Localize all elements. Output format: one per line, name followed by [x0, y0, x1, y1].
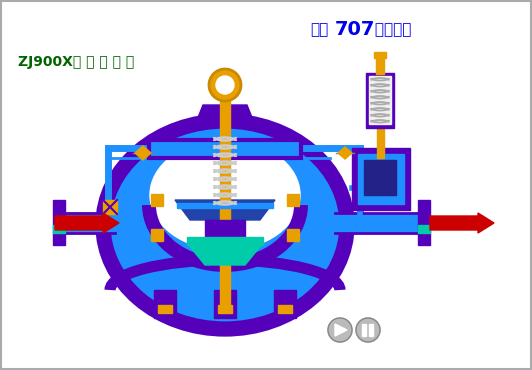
- Bar: [358, 154, 404, 204]
- Bar: [220, 90, 230, 310]
- Bar: [274, 290, 296, 318]
- Bar: [369, 76, 391, 124]
- Bar: [418, 225, 430, 233]
- Bar: [335, 213, 420, 233]
- Ellipse shape: [150, 140, 300, 250]
- Bar: [55, 213, 115, 233]
- Text: 化工: 化工: [310, 22, 328, 37]
- Bar: [53, 200, 65, 245]
- Polygon shape: [195, 105, 255, 125]
- Bar: [103, 200, 117, 214]
- Text: ZJ900X紧 急 关 闭 阀: ZJ900X紧 急 关 闭 阀: [18, 55, 134, 69]
- Bar: [287, 194, 299, 206]
- Bar: [151, 229, 163, 241]
- Bar: [205, 220, 245, 240]
- Bar: [418, 200, 430, 245]
- Polygon shape: [175, 200, 275, 220]
- Bar: [376, 56, 384, 74]
- Bar: [53, 225, 65, 233]
- Text: 剪辑制作: 剪辑制作: [370, 22, 411, 37]
- Bar: [187, 237, 263, 245]
- Bar: [364, 160, 396, 195]
- Bar: [149, 140, 301, 158]
- FancyArrow shape: [430, 213, 494, 233]
- Circle shape: [209, 69, 241, 101]
- Bar: [90, 88, 400, 318]
- Bar: [369, 324, 373, 336]
- Circle shape: [356, 318, 380, 342]
- Bar: [352, 148, 410, 210]
- Bar: [362, 324, 366, 336]
- Bar: [374, 52, 386, 58]
- Bar: [278, 305, 292, 313]
- Ellipse shape: [110, 128, 340, 323]
- Polygon shape: [135, 146, 151, 160]
- Bar: [366, 73, 394, 128]
- Bar: [151, 194, 163, 206]
- Text: 707: 707: [335, 20, 376, 39]
- Polygon shape: [187, 243, 263, 265]
- Circle shape: [328, 318, 352, 342]
- Bar: [287, 229, 299, 241]
- Polygon shape: [338, 147, 352, 159]
- Bar: [377, 113, 384, 158]
- Bar: [218, 305, 232, 313]
- Circle shape: [216, 76, 234, 94]
- Bar: [177, 203, 273, 208]
- FancyArrow shape: [55, 213, 119, 233]
- Bar: [154, 290, 176, 318]
- Bar: [149, 140, 301, 158]
- Bar: [214, 290, 236, 318]
- Polygon shape: [335, 324, 347, 336]
- Bar: [158, 305, 172, 313]
